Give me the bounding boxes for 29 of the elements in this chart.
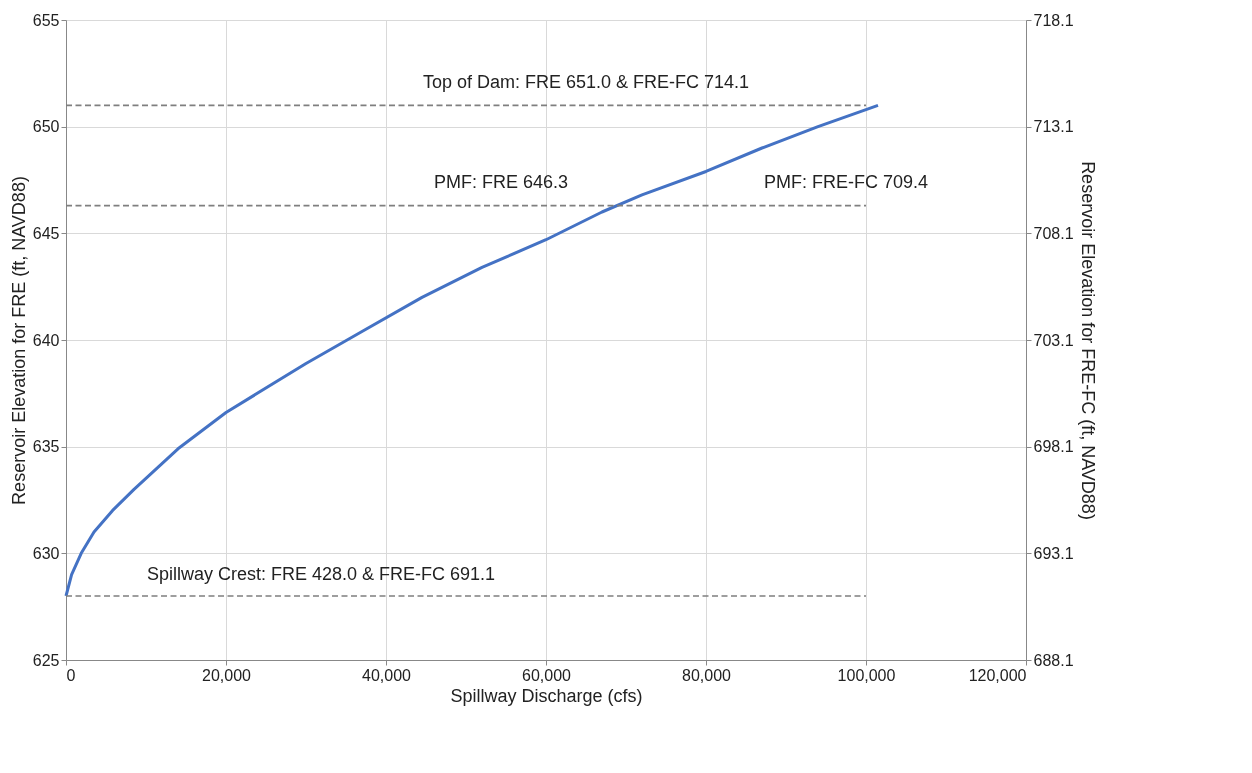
annotation: Spillway Crest: FRE 428.0 & FRE-FC 691.1 [146,564,496,584]
y2-axis-title: Reservoir Elevation for FRE-FC (ft, NAVD88) [1077,161,1098,520]
y-tick-label: 655 [32,11,60,29]
y-tick-label: 640 [32,331,60,349]
y-tick-label: 625 [32,651,60,669]
y2-tick-label: 713.1 [1033,118,1074,136]
x-tick-label: 120,000 [968,666,1027,684]
x-axis-title: Spillway Discharge (cfs) [450,685,643,706]
annotation: PMF: FRE 646.3 [433,172,569,192]
y2-tick-label: 708.1 [1033,224,1074,242]
x-tick-label: 0 [66,666,76,684]
y2-tick-label: 718.1 [1033,11,1074,29]
x-tick-label: 40,000 [362,666,412,684]
x-tick-label: 20,000 [202,666,252,684]
y2-tick-label: 698.1 [1033,438,1074,456]
x-tick-label: 60,000 [522,666,572,684]
y-tick-label: 635 [32,438,60,456]
line-series [64,103,880,598]
y-tick-label: 630 [32,544,60,562]
y-tick-label: 650 [32,118,60,136]
annotation: PMF: FRE-FC 709.4 [763,172,929,192]
annotation: Top of Dam: FRE 651.0 & FRE-FC 714.1 [422,72,750,92]
y-axis-title: Reservoir Elevation for FRE (ft, NAVD88) [8,176,29,505]
y2-tick-label: 703.1 [1033,331,1074,349]
x-tick-label: 80,000 [682,666,732,684]
y-tick-label: 645 [32,224,60,242]
y2-tick-label: 693.1 [1033,544,1074,562]
x-tick-label: 100,000 [837,666,896,684]
y2-tick-label: 688.1 [1033,651,1074,669]
